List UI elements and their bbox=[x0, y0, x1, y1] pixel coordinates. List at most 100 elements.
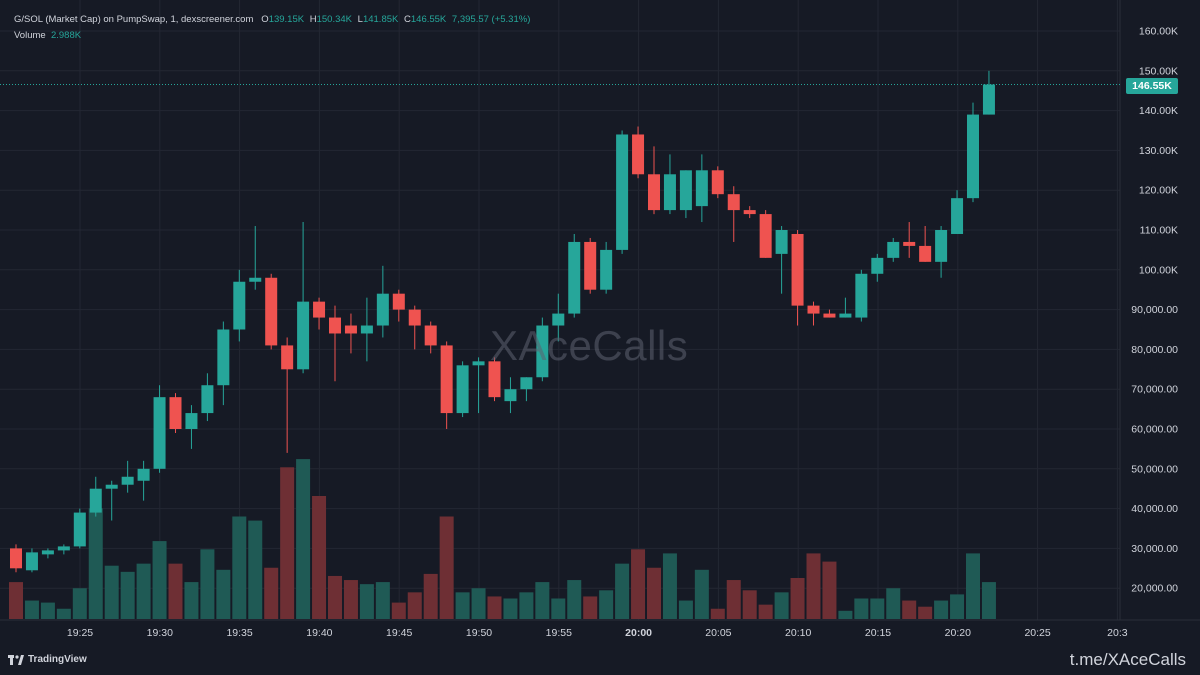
volume-bar bbox=[200, 549, 215, 619]
volume-bar bbox=[439, 516, 454, 619]
volume-bar bbox=[40, 602, 55, 619]
y-tick-label: 110.00K bbox=[1140, 225, 1178, 237]
x-tick-label: 19:50 bbox=[466, 627, 492, 639]
symbol-label[interactable]: G/SOL (Market Cap) on PumpSwap, 1, dexsc… bbox=[14, 14, 254, 25]
x-tick-label: 19:55 bbox=[546, 627, 572, 639]
tradingview-text: TradingView bbox=[28, 654, 87, 665]
candle-body bbox=[951, 198, 964, 234]
candle-body bbox=[313, 301, 326, 318]
candle-body bbox=[89, 488, 102, 513]
candle-body bbox=[695, 170, 708, 207]
candle-body bbox=[584, 241, 597, 290]
volume-value: 2.988K bbox=[50, 30, 82, 41]
close-key: C bbox=[404, 14, 411, 25]
candle-body bbox=[440, 345, 453, 414]
legend-ohlc: G/SOL (Market Cap) on PumpSwap, 1, dexsc… bbox=[14, 14, 533, 25]
volume-bar bbox=[599, 590, 614, 619]
candle-body bbox=[775, 230, 788, 254]
candle-body bbox=[871, 257, 884, 274]
volume-bar bbox=[934, 600, 949, 619]
volume-bar bbox=[407, 592, 422, 619]
candle-body bbox=[663, 174, 676, 211]
volume-bar bbox=[774, 592, 789, 619]
change-value: 7,395.57 (+5.31%) bbox=[451, 14, 531, 25]
volume-bar bbox=[487, 596, 502, 619]
candle-body bbox=[41, 550, 54, 555]
y-tick-label: 60,000.00 bbox=[1131, 424, 1178, 436]
volume-bar bbox=[662, 553, 677, 619]
candle-body bbox=[568, 241, 581, 314]
candle-body bbox=[727, 194, 740, 211]
volume-bar bbox=[216, 569, 231, 619]
candle-body bbox=[935, 230, 948, 262]
volume-bar bbox=[583, 596, 598, 619]
candle-body bbox=[488, 361, 501, 398]
x-tick-label: 19:25 bbox=[67, 627, 93, 639]
candle-body bbox=[281, 345, 294, 370]
tradingview-logo[interactable]: TradingView bbox=[8, 654, 87, 665]
candle-body bbox=[456, 365, 469, 414]
x-tick-label: 20:25 bbox=[1024, 627, 1050, 639]
candle-body bbox=[408, 309, 421, 326]
candle-body bbox=[520, 377, 533, 390]
volume-bar bbox=[24, 600, 39, 619]
watermark: XAceCalls bbox=[490, 322, 689, 369]
low-key: L bbox=[357, 14, 363, 25]
y-tick-label: 30,000.00 bbox=[1131, 543, 1178, 555]
x-tick-label: 20:3 bbox=[1107, 627, 1128, 639]
volume-bar bbox=[248, 520, 263, 619]
volume-bar bbox=[886, 588, 901, 619]
y-tick-label: 40,000.00 bbox=[1131, 503, 1178, 515]
candle-body bbox=[600, 249, 613, 290]
candle-body bbox=[839, 313, 852, 318]
y-tick-label: 120.00K bbox=[1139, 185, 1178, 197]
candle-body bbox=[57, 546, 70, 551]
candle-body bbox=[201, 385, 214, 414]
volume-bar bbox=[328, 575, 342, 619]
candle-body bbox=[967, 114, 979, 199]
x-tick-label: 20:10 bbox=[785, 627, 811, 639]
x-tick-label: 19:35 bbox=[226, 627, 252, 639]
high-key: H bbox=[309, 14, 317, 25]
volume-bar bbox=[264, 567, 279, 619]
volume-bar bbox=[359, 584, 374, 619]
channel-link[interactable]: t.me/XAceCalls bbox=[1069, 650, 1186, 669]
candle-body bbox=[297, 301, 310, 370]
candle-body bbox=[265, 277, 278, 346]
y-tick-label: 130.00K bbox=[1139, 145, 1178, 157]
y-tick-label: 140.00K bbox=[1139, 105, 1178, 117]
current-price-tag: 146.55K bbox=[1126, 78, 1178, 94]
candle-body bbox=[169, 397, 182, 429]
volume-bar bbox=[56, 608, 71, 619]
candle-body bbox=[616, 134, 629, 250]
volume-bar bbox=[694, 569, 709, 619]
volume-bar bbox=[631, 549, 646, 619]
volume-bar bbox=[232, 516, 247, 619]
y-tick-label: 20,000.00 bbox=[1131, 583, 1178, 595]
volume-bar bbox=[9, 582, 23, 619]
volume-bar bbox=[726, 580, 741, 619]
volume-bar bbox=[918, 606, 933, 619]
candle-body bbox=[376, 293, 389, 326]
candle-body bbox=[504, 389, 517, 402]
volume-bar bbox=[168, 563, 183, 619]
volume-bar bbox=[391, 602, 406, 619]
candle-body bbox=[919, 245, 932, 262]
candle-body bbox=[743, 210, 756, 215]
volume-bar bbox=[535, 582, 550, 619]
open-key: O bbox=[261, 14, 269, 25]
candle-body bbox=[121, 476, 134, 485]
candle-body bbox=[217, 329, 230, 386]
volume-bar bbox=[136, 563, 151, 619]
volume-label[interactable]: Volume bbox=[14, 30, 46, 41]
y-tick-label: 50,000.00 bbox=[1131, 463, 1178, 475]
x-tick-label: 19:40 bbox=[306, 627, 332, 639]
volume-bar bbox=[104, 565, 119, 619]
candle-body bbox=[982, 84, 995, 115]
candle-body bbox=[759, 214, 772, 258]
volume-bar bbox=[615, 563, 630, 619]
close-value: 146.55K bbox=[410, 14, 447, 25]
